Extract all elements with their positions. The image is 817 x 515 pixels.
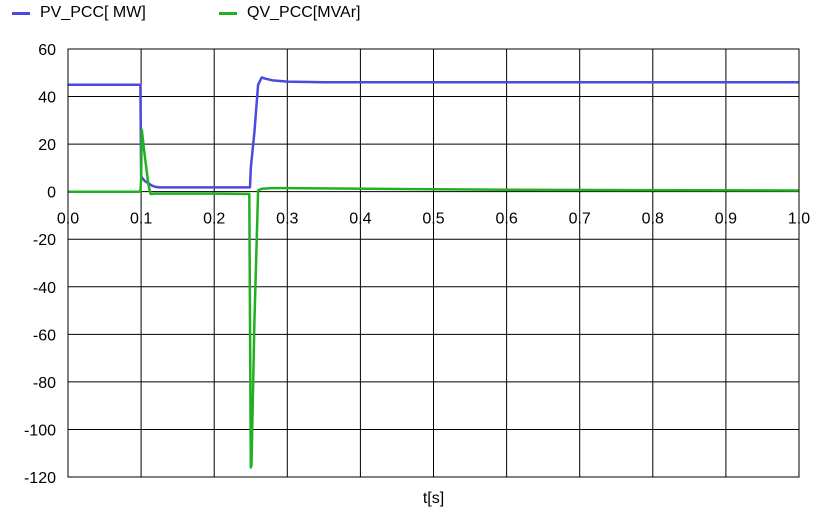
y-tick-label: -20 (33, 232, 56, 249)
x-tick-label: 0.8 (642, 211, 664, 228)
series-lines (68, 76, 800, 469)
y-tick-label: -100 (24, 422, 56, 439)
x-tick-label: 0.5 (422, 211, 444, 228)
grid (67, 48, 800, 478)
legend-swatch-pv (12, 11, 30, 15)
x-tick-label: 0.2 (203, 211, 225, 228)
x-tick-label: 0.4 (349, 211, 371, 228)
x-tick-label: 0.9 (715, 211, 737, 228)
legend-item-pv: PV_PCC[ MW] (12, 4, 146, 22)
y-tick-label: 60 (38, 42, 56, 59)
series-line-pv (68, 76, 799, 189)
y-tick-label: -40 (33, 280, 56, 297)
x-axis-label: t[s] (423, 490, 444, 507)
y-tick-label: 40 (38, 90, 56, 107)
x-tick-label: 0.3 (276, 211, 298, 228)
x-tick-label: 0.7 (569, 211, 591, 228)
y-tick-label: 0 (47, 185, 56, 202)
legend-label-pv: PV_PCC[ MW] (40, 4, 146, 21)
y-tick-label: 20 (38, 137, 56, 154)
legend-swatch-qv (219, 11, 237, 15)
y-tick-label: -120 (24, 470, 56, 487)
series-line-qv (68, 128, 800, 469)
legend: PV_PCC[ MW] QV_PCC[MVAr] (0, 0, 817, 30)
x-tick-label: 0.1 (130, 211, 152, 228)
x-tick-label: 0.6 (495, 211, 517, 228)
plot-frame (67, 48, 800, 478)
y-tick-label: -80 (33, 375, 56, 392)
y-tick-label: -60 (33, 327, 56, 344)
tick-labels: 0.0 0.1 0.2 0.3 0.4 0.5 0.6 0.7 0.8 0.9 1.06040200… (24, 42, 810, 487)
legend-item-qv: QV_PCC[MVAr] (219, 4, 361, 22)
legend-label-qv: QV_PCC[MVAr] (247, 4, 361, 21)
